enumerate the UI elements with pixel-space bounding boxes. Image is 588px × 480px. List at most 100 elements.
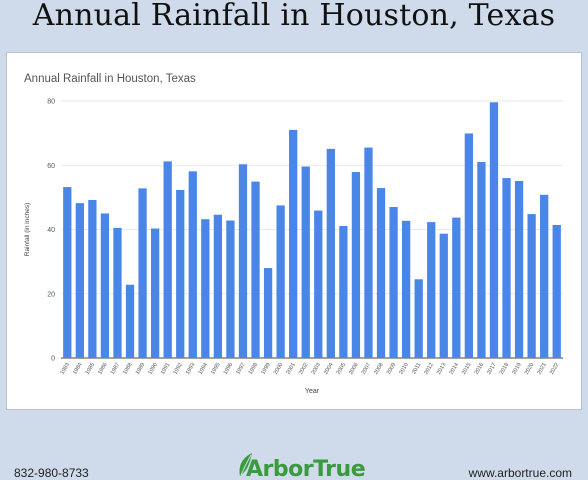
x-tick-label: 2021 xyxy=(536,362,547,376)
x-tick-label: 2000 xyxy=(273,362,284,376)
x-tick-label: 2001 xyxy=(285,362,296,376)
y-tick-label: 20 xyxy=(47,291,55,298)
bar-2002 xyxy=(301,166,310,358)
leaf-icon xyxy=(239,453,252,476)
bar-2013 xyxy=(439,233,448,358)
phone-number: 832-980-8733 xyxy=(14,466,89,480)
x-tick-label: 2014 xyxy=(449,362,460,376)
y-tick-label: 40 xyxy=(47,227,55,234)
x-tick-label: 2016 xyxy=(474,362,485,376)
y-tick-label: 60 xyxy=(47,163,55,170)
bar-2016 xyxy=(477,162,486,358)
x-tick-label: 1999 xyxy=(260,362,271,376)
bar-2017 xyxy=(489,102,499,358)
x-tick-label: 1995 xyxy=(210,362,221,376)
x-axis-label: Year xyxy=(305,388,320,395)
bar-2006 xyxy=(351,171,361,358)
x-tick-label: 2019 xyxy=(511,362,522,376)
x-tick-label: 1997 xyxy=(235,362,246,376)
y-axis-ticks: 0 20 40 60 80 xyxy=(47,99,55,363)
chart-card: Annual Rainfall in Houston, Texas 0 20 40 6… xyxy=(6,52,582,410)
x-tick-label: 2013 xyxy=(436,362,447,376)
bar-2012 xyxy=(427,222,436,358)
x-tick-label: 2018 xyxy=(499,362,510,376)
bar-2022 xyxy=(552,225,561,358)
x-tick-label: 2011 xyxy=(411,362,422,375)
y-axis-label: Rainfall (in inches) xyxy=(24,203,31,256)
x-axis-ticks: 1983 1984 1985 1986 1987 1988 1989 1990 1991 1992… xyxy=(60,362,561,376)
x-tick-label: 1998 xyxy=(248,362,259,376)
bar-1991 xyxy=(163,161,172,358)
page-title: Annual Rainfall in Houston, Texas xyxy=(32,0,556,33)
bars xyxy=(63,102,561,358)
x-tick-label: 2015 xyxy=(461,362,472,376)
x-tick-label: 1992 xyxy=(173,362,184,376)
x-tick-label: 1993 xyxy=(185,362,196,376)
x-tick-label: 1990 xyxy=(147,362,158,376)
y-tick-label: 80 xyxy=(47,99,55,106)
bar-2000 xyxy=(276,205,285,358)
x-tick-label: 2003 xyxy=(311,362,322,376)
x-tick-label: 1988 xyxy=(122,362,133,376)
bar-2008 xyxy=(376,188,386,358)
bar-2020 xyxy=(527,214,536,358)
bar-2005 xyxy=(339,225,348,358)
bar-1987 xyxy=(113,227,122,358)
bar-1994 xyxy=(201,219,210,358)
bar-1997 xyxy=(238,164,248,358)
bar-1984 xyxy=(75,203,84,358)
x-tick-label: 2017 xyxy=(486,362,497,376)
gridlines xyxy=(61,100,563,359)
x-tick-label: 2005 xyxy=(336,362,347,376)
x-tick-label: 2004 xyxy=(323,362,334,376)
bar-1996 xyxy=(226,220,235,358)
bar-2001 xyxy=(289,129,298,358)
bar-2004 xyxy=(326,148,335,358)
x-tick-label: 1984 xyxy=(72,362,83,376)
x-tick-label: 2006 xyxy=(348,362,359,376)
bar-2011 xyxy=(414,279,423,358)
x-tick-label: 2022 xyxy=(549,362,560,376)
x-tick-label: 2020 xyxy=(524,362,535,376)
bar-chart: Annual Rainfall in Houston, Texas 0 20 40 6… xyxy=(24,73,563,395)
bar-1990 xyxy=(150,228,160,358)
bar-1992 xyxy=(176,189,185,358)
x-tick-label: 1989 xyxy=(135,362,146,376)
bar-1988 xyxy=(125,284,135,358)
bar-2007 xyxy=(364,147,373,358)
x-tick-label: 1994 xyxy=(198,362,209,376)
brand-name: ArborTrue xyxy=(246,457,366,480)
bar-1999 xyxy=(263,268,273,358)
bar-2003 xyxy=(314,210,323,358)
y-tick-label: 0 xyxy=(51,356,55,363)
bar-1985 xyxy=(88,199,97,358)
arbortrue-logo[interactable]: ArborTrue xyxy=(236,450,376,480)
x-tick-label: 1986 xyxy=(97,362,108,376)
x-tick-label: 2007 xyxy=(361,362,372,376)
x-tick-label: 1987 xyxy=(110,362,121,376)
bar-2019 xyxy=(514,180,524,358)
bar-1998 xyxy=(251,181,260,358)
x-tick-label: 1996 xyxy=(223,362,234,376)
bar-1983 xyxy=(63,187,72,358)
chart-title: Annual Rainfall in Houston, Texas xyxy=(24,73,196,85)
bar-2021 xyxy=(540,194,549,358)
website-link[interactable]: www.arbortrue.com xyxy=(468,466,572,480)
x-tick-label: 1991 xyxy=(160,362,171,376)
bar-1989 xyxy=(138,188,147,358)
x-tick-label: 2002 xyxy=(298,362,309,376)
x-tick-label: 1983 xyxy=(60,362,71,376)
x-tick-label: 2012 xyxy=(424,362,435,376)
bar-2014 xyxy=(452,217,461,358)
bar-1986 xyxy=(100,213,110,358)
x-tick-label: 2010 xyxy=(398,362,409,376)
x-tick-label: 2008 xyxy=(373,362,384,376)
bar-2015 xyxy=(464,133,474,358)
bar-2018 xyxy=(502,178,511,358)
bar-2009 xyxy=(389,207,398,358)
x-tick-label: 2009 xyxy=(386,362,397,376)
bar-1995 xyxy=(213,214,223,358)
bar-2010 xyxy=(401,220,411,358)
bar-1993 xyxy=(188,171,197,358)
x-tick-label: 1985 xyxy=(85,362,96,376)
